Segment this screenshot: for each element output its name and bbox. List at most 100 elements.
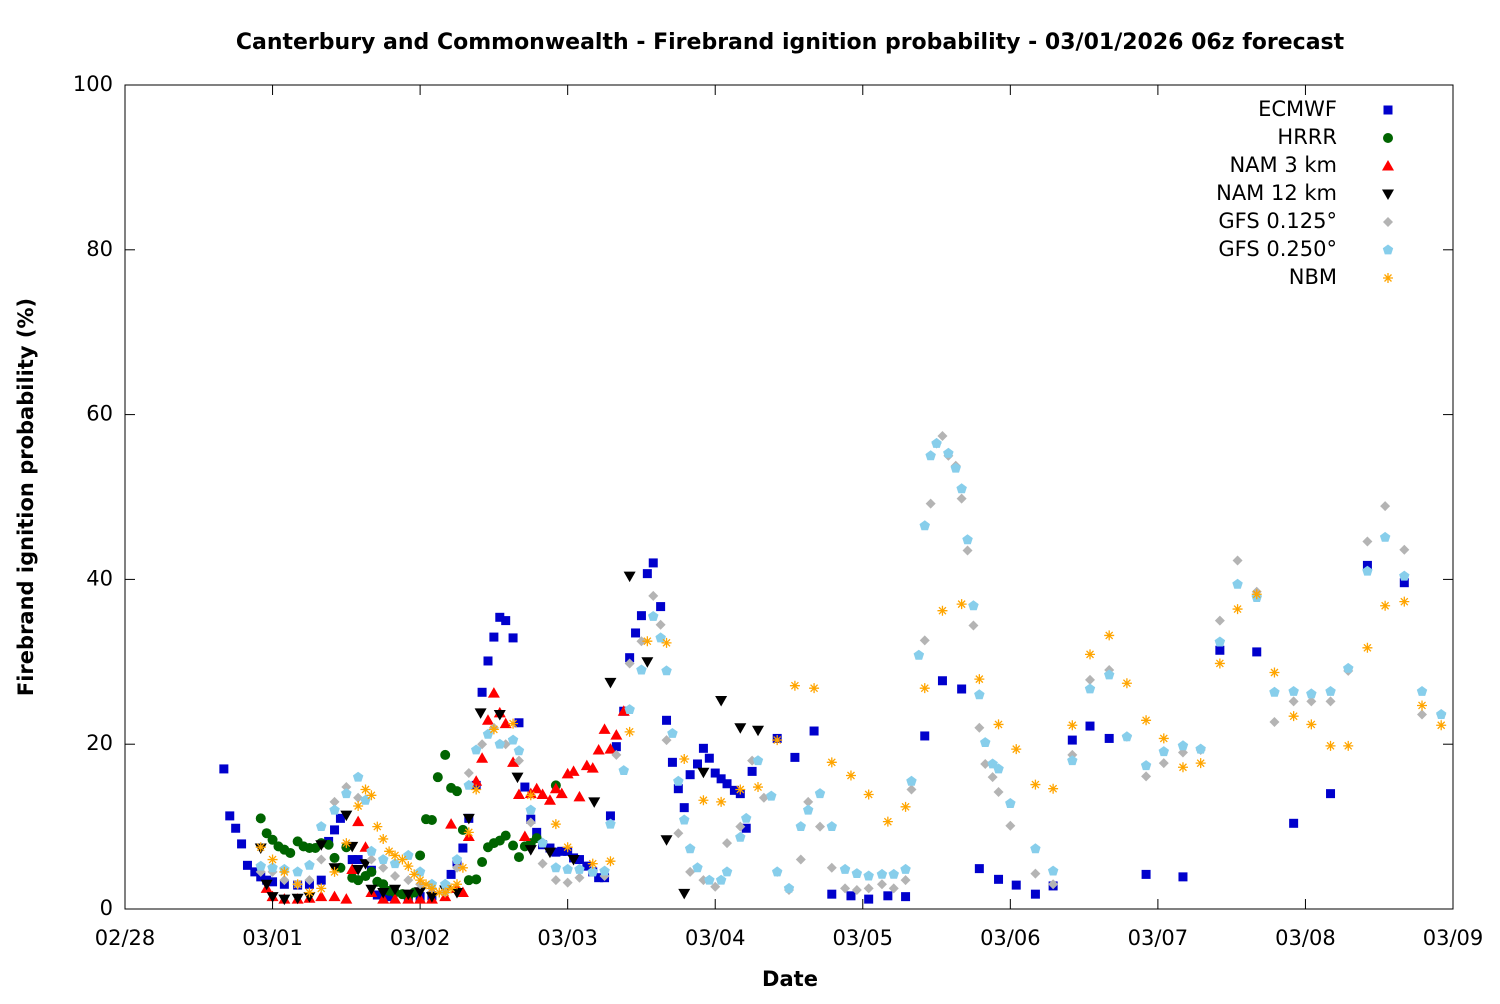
data-point: [493, 710, 506, 721]
data-point: [397, 854, 408, 865]
data-point: [452, 786, 462, 797]
data-point: [457, 862, 468, 873]
data-point: [1214, 636, 1226, 647]
data-point: [662, 715, 672, 725]
data-point: [555, 787, 568, 799]
data-point: [1104, 669, 1115, 680]
data-point: [1251, 589, 1262, 600]
data-point: [851, 885, 862, 896]
data-point: [931, 437, 942, 448]
data-point: [543, 847, 556, 859]
data-point: [588, 797, 601, 808]
data-point: [925, 498, 936, 509]
data-point: [352, 771, 364, 782]
data-point: [1399, 596, 1410, 607]
data-point: [471, 874, 482, 885]
data-point: [463, 827, 474, 838]
data-point: [471, 744, 482, 755]
data-point: [716, 796, 727, 807]
data-point: [1380, 600, 1391, 611]
data-point: [378, 833, 389, 844]
data-point: [631, 628, 641, 638]
data-point: [839, 863, 851, 874]
data-point: [851, 868, 863, 878]
data-point: [673, 775, 684, 786]
data-point: [667, 728, 678, 738]
y-tick-label: 80: [86, 237, 113, 261]
legend-label: GFS 0.125°: [1218, 209, 1337, 233]
data-point: [462, 813, 475, 825]
y-tick-label: 60: [86, 402, 113, 426]
data-point: [692, 862, 703, 873]
data-point: [415, 875, 426, 886]
data-point: [1005, 820, 1016, 831]
data-point: [625, 653, 635, 663]
data-point: [353, 801, 364, 811]
data-point: [377, 888, 390, 899]
data-point: [679, 803, 689, 813]
data-point: [426, 815, 437, 826]
data-point: [488, 724, 499, 735]
data-point: [1306, 688, 1317, 699]
data-point: [1288, 696, 1299, 707]
data-point: [231, 823, 241, 833]
data-point: [260, 879, 273, 891]
data-point: [456, 886, 469, 898]
data-point: [255, 813, 266, 824]
data-point: [426, 883, 437, 894]
data-point: [623, 571, 636, 583]
data-point: [1343, 662, 1354, 673]
data-point: [1232, 578, 1243, 589]
data-point: [962, 534, 973, 545]
data-point: [378, 862, 389, 873]
data-point: [279, 875, 290, 886]
data-point: [1177, 740, 1189, 751]
data-point: [483, 656, 493, 666]
data-point: [1104, 630, 1115, 641]
data-point: [974, 689, 985, 700]
data-point: [1121, 731, 1133, 742]
data-point: [537, 837, 548, 848]
data-point: [624, 658, 635, 669]
data-point: [414, 887, 427, 898]
data-point: [704, 753, 714, 763]
data-point: [974, 722, 985, 733]
data-point: [403, 861, 414, 872]
data-point: [549, 782, 562, 794]
data-point: [611, 742, 621, 752]
data-point: [826, 862, 837, 873]
data-point: [1232, 604, 1243, 615]
data-point: [721, 866, 733, 877]
data-point: [956, 493, 967, 504]
data-point: [1141, 869, 1151, 879]
data-point: [1067, 755, 1078, 766]
data-point: [513, 745, 525, 756]
legend-label: HRRR: [1277, 125, 1337, 149]
data-point: [1067, 735, 1077, 745]
data-point: [919, 635, 930, 646]
chart-title: Canterbury and Commonwealth - Firebrand …: [236, 30, 1345, 55]
data-point: [1269, 686, 1280, 697]
data-point: [752, 725, 765, 737]
data-point: [550, 862, 562, 873]
x-axis-label: Date: [762, 967, 818, 991]
x-tick-label: 03/05: [833, 926, 894, 950]
data-point: [360, 794, 371, 805]
data-point: [845, 770, 856, 781]
legend-label: NAM 3 km: [1229, 153, 1337, 177]
data-point: [501, 616, 511, 626]
data-point: [937, 431, 948, 442]
data-point: [267, 834, 278, 845]
y-tick-label: 20: [86, 731, 113, 755]
data-point: [863, 789, 874, 800]
x-tick-label: 03/04: [685, 926, 746, 950]
data-point: [458, 843, 468, 853]
data-point: [993, 763, 1004, 774]
data-point: [605, 856, 616, 867]
data-point: [434, 887, 445, 898]
data-point: [906, 775, 917, 786]
data-point: [316, 854, 327, 865]
data-point: [809, 726, 819, 736]
data-point: [722, 779, 732, 789]
